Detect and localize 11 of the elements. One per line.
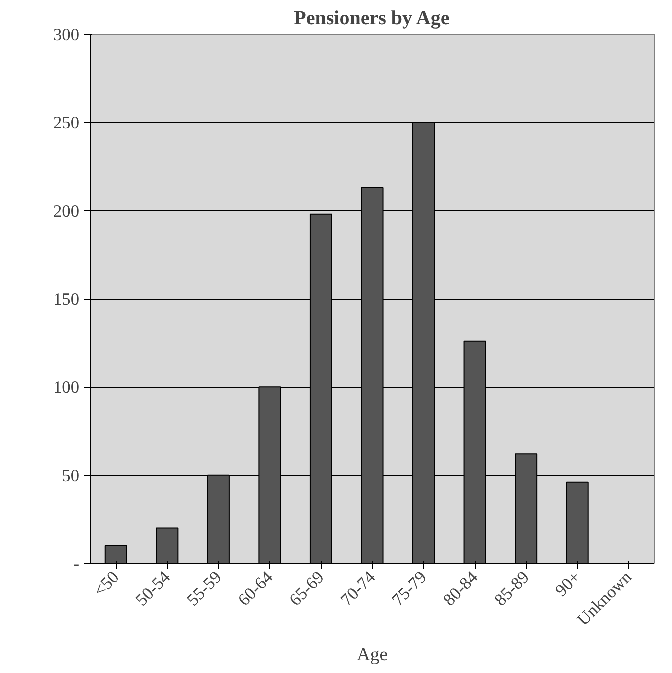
x-tick-label: <50 [90, 568, 123, 600]
y-tick-label: 200 [54, 202, 80, 221]
y-tick-label: 150 [54, 290, 80, 309]
y-tick-label: 50 [62, 466, 80, 486]
y-tick-label: 250 [54, 114, 80, 133]
y-tick-label: 300 [54, 26, 80, 44]
y-tick-label: 100 [54, 378, 80, 398]
y-tick-label: - [74, 554, 80, 574]
chart-title: Pensioners by Age [294, 8, 450, 30]
x-tick-label: 90+ [552, 568, 584, 600]
x-axis-title: Age [356, 644, 388, 666]
